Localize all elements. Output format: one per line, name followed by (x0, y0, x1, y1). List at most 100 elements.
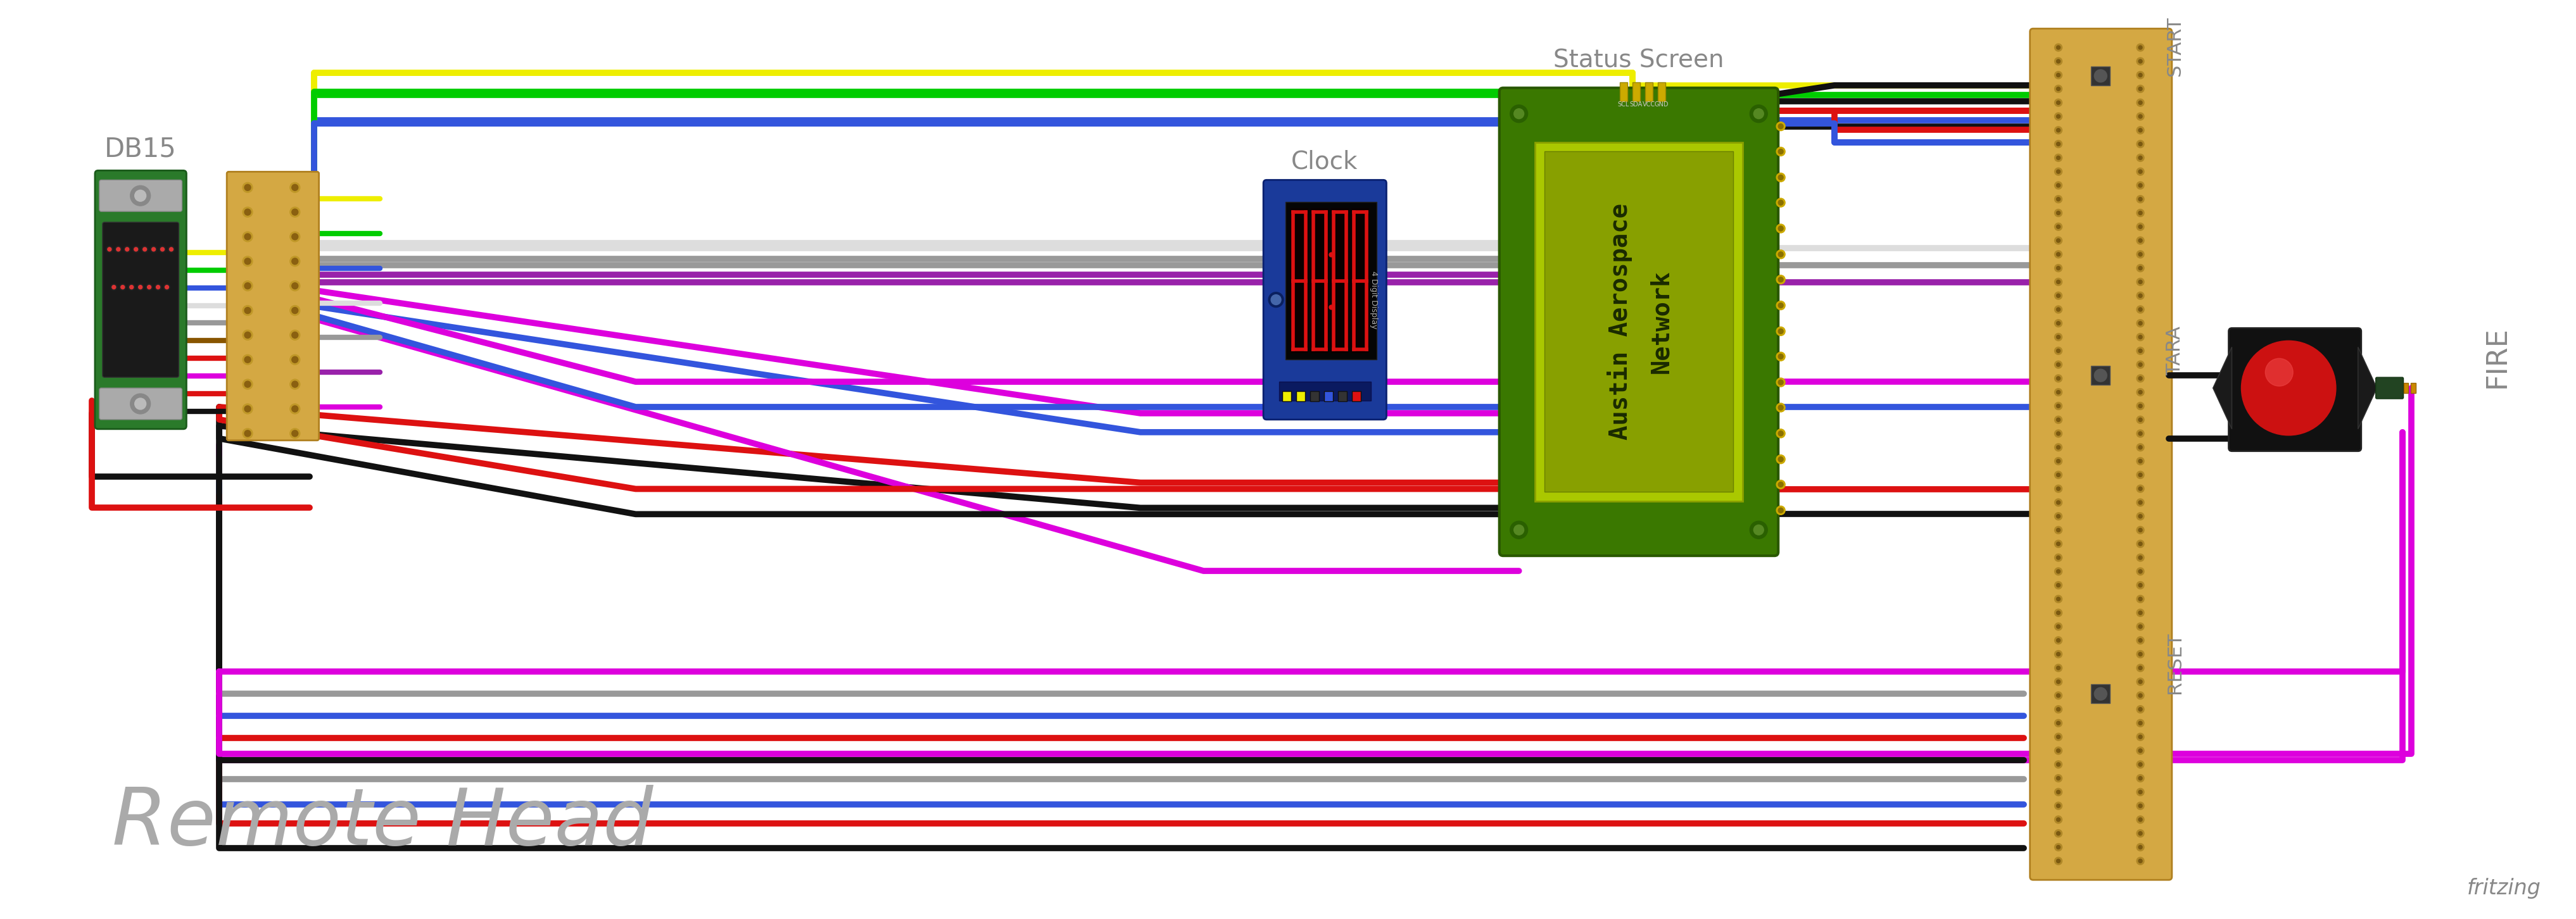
Circle shape (2056, 320, 2063, 327)
Circle shape (2138, 280, 2143, 284)
Circle shape (2136, 375, 2143, 382)
Circle shape (111, 284, 116, 290)
Circle shape (2138, 487, 2143, 491)
Circle shape (2138, 156, 2143, 160)
Circle shape (291, 330, 299, 340)
Circle shape (1510, 521, 1528, 539)
Circle shape (2056, 554, 2063, 562)
Circle shape (2136, 278, 2143, 286)
Circle shape (2056, 775, 2063, 782)
Polygon shape (2213, 347, 2231, 429)
Circle shape (2056, 210, 2063, 217)
Circle shape (2138, 142, 2143, 146)
Circle shape (2138, 501, 2143, 505)
Circle shape (1749, 521, 1767, 539)
Circle shape (2056, 198, 2061, 201)
Circle shape (118, 284, 126, 290)
Circle shape (291, 405, 299, 412)
Circle shape (1777, 250, 1785, 259)
Circle shape (2138, 377, 2143, 380)
Circle shape (2056, 446, 2061, 449)
Circle shape (291, 307, 299, 313)
Circle shape (242, 403, 252, 414)
Circle shape (2056, 280, 2061, 284)
Circle shape (1777, 455, 1785, 464)
Circle shape (2056, 857, 2063, 865)
Circle shape (1754, 525, 1765, 535)
Circle shape (2056, 625, 2061, 629)
Circle shape (2056, 416, 2063, 424)
Bar (2092, 685, 2110, 703)
Circle shape (2138, 74, 2143, 77)
Circle shape (2138, 46, 2143, 50)
Circle shape (2056, 460, 2061, 463)
Circle shape (1777, 508, 1783, 513)
Circle shape (2056, 499, 2063, 506)
Circle shape (2056, 721, 2061, 725)
Circle shape (2056, 432, 2061, 436)
Circle shape (2056, 763, 2061, 766)
Circle shape (2056, 501, 2061, 505)
Circle shape (2138, 542, 2143, 546)
Circle shape (2136, 223, 2143, 231)
Circle shape (2056, 334, 2063, 341)
Circle shape (2136, 444, 2143, 451)
Bar (1659, 82, 1664, 101)
Circle shape (1777, 149, 1783, 154)
Circle shape (2136, 471, 2143, 479)
Circle shape (2056, 251, 2063, 258)
Circle shape (2056, 790, 2061, 794)
Circle shape (2056, 582, 2063, 589)
Circle shape (167, 246, 175, 253)
Bar (1291, 209, 1309, 353)
Circle shape (106, 246, 113, 253)
Circle shape (2136, 540, 2143, 548)
Circle shape (2136, 306, 2143, 313)
Circle shape (2056, 430, 2063, 437)
Circle shape (2056, 253, 2061, 256)
Circle shape (2056, 804, 2061, 808)
Circle shape (2138, 87, 2143, 91)
Text: VCC: VCC (1643, 101, 1656, 108)
Circle shape (291, 185, 299, 190)
Circle shape (2136, 761, 2143, 768)
Circle shape (2136, 347, 2143, 355)
Circle shape (149, 246, 157, 253)
Circle shape (2138, 184, 2143, 187)
Circle shape (2136, 747, 2143, 754)
Circle shape (2138, 625, 2143, 629)
Circle shape (2136, 44, 2143, 51)
Circle shape (2056, 487, 2061, 491)
Circle shape (1267, 292, 1283, 307)
Circle shape (242, 183, 252, 193)
Circle shape (2056, 292, 2063, 300)
Circle shape (116, 246, 121, 253)
Circle shape (242, 305, 252, 315)
Circle shape (2056, 720, 2063, 727)
Circle shape (1777, 405, 1783, 410)
Circle shape (2056, 101, 2061, 105)
Circle shape (2056, 129, 2061, 132)
Circle shape (1777, 480, 1785, 489)
Circle shape (2136, 609, 2143, 617)
Circle shape (2138, 101, 2143, 105)
Circle shape (2056, 652, 2061, 656)
Circle shape (1777, 482, 1783, 487)
Circle shape (245, 258, 250, 265)
Circle shape (2136, 389, 2143, 396)
Circle shape (2056, 609, 2063, 617)
Circle shape (2056, 666, 2061, 670)
Circle shape (2056, 115, 2061, 119)
Circle shape (2056, 46, 2061, 50)
Circle shape (242, 380, 252, 390)
Circle shape (2138, 198, 2143, 201)
Circle shape (2056, 611, 2061, 615)
Circle shape (2056, 184, 2061, 187)
Circle shape (2136, 568, 2143, 575)
Bar (1280, 381, 1370, 401)
Circle shape (291, 305, 299, 315)
Circle shape (291, 258, 299, 265)
FancyBboxPatch shape (100, 388, 183, 420)
Circle shape (2056, 542, 2061, 546)
Circle shape (2056, 556, 2061, 560)
